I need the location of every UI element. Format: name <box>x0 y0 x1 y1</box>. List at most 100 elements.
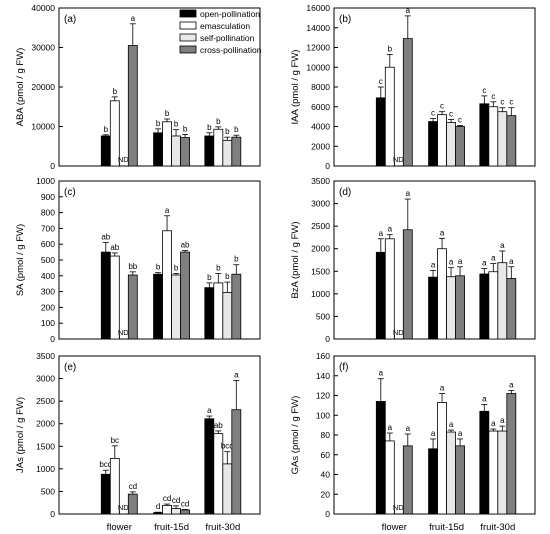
legend-label: cross-pollination <box>200 45 262 55</box>
y-tick-label: 140 <box>316 371 330 381</box>
y-tick-label: 3000 <box>311 199 330 209</box>
significance-letter: cd <box>172 496 180 505</box>
y-tick-label: 1000 <box>311 289 330 299</box>
bar <box>428 448 438 515</box>
significance-letter: a <box>379 369 384 378</box>
x-category-label: fruit-15d <box>154 522 189 533</box>
significance-letter: bcd <box>221 442 234 451</box>
y-tick-label: 120 <box>316 391 330 401</box>
significance-letter: ab <box>181 241 190 250</box>
y-tick-label: 20000 <box>31 82 55 92</box>
bar <box>162 121 172 167</box>
bar <box>506 115 517 167</box>
bar <box>402 38 413 167</box>
bar <box>488 106 499 167</box>
significance-letter: a <box>131 14 136 23</box>
significance-letter: a <box>491 254 496 263</box>
bar <box>497 262 508 340</box>
bar <box>213 282 224 340</box>
y-tick-label: 40000 <box>31 3 55 13</box>
legend-label: open-pollination <box>200 9 260 19</box>
significance-letter: a <box>406 189 411 198</box>
significance-letter: b <box>388 44 393 53</box>
bar <box>402 445 413 515</box>
y-tick-label: 700 <box>41 223 55 233</box>
significance-letter: b <box>216 117 221 126</box>
significance-letter: a <box>482 259 487 268</box>
y-tick-label: 2000 <box>311 244 330 254</box>
y-axis-label: BzA (pmol / g FW) <box>290 221 301 298</box>
bar <box>222 139 233 167</box>
significance-letter: a <box>388 423 393 432</box>
significance-letter: c <box>482 86 486 95</box>
significance-letter: a <box>458 429 463 438</box>
legend-swatch <box>179 21 197 30</box>
bar <box>446 276 456 340</box>
significance-letter: a <box>500 416 505 425</box>
y-tick-label: 1500 <box>311 266 330 276</box>
bar <box>488 430 499 515</box>
y-tick-label: 60 <box>321 450 331 460</box>
y-tick-label: 1500 <box>36 441 55 451</box>
x-category-label: flower <box>382 522 407 533</box>
bar <box>479 410 490 515</box>
panel-label: (d) <box>339 187 351 198</box>
significance-letter: a <box>500 241 505 250</box>
panel-label: (c) <box>64 187 76 198</box>
significance-letter: a <box>406 424 411 433</box>
not-detected-label: ND <box>118 503 129 512</box>
y-tick-label: 8000 <box>311 82 330 92</box>
y-tick-label: 600 <box>41 239 55 249</box>
bar <box>100 251 111 340</box>
bar <box>375 97 386 167</box>
y-tick-label: 200 <box>41 302 55 312</box>
y-tick-label: 10000 <box>31 122 55 132</box>
bar <box>231 136 242 167</box>
bar <box>488 271 499 340</box>
significance-letter: a <box>431 260 436 269</box>
y-tick-label: 0 <box>325 334 330 344</box>
y-axis-label: IAA (pmol / g FW) <box>290 50 301 125</box>
legend-label: emasculation <box>200 21 250 31</box>
chart-panel-4: 0 500 1000 1500 2000 2500 3000 3500 BzA (pmol / … <box>290 176 536 344</box>
bar <box>375 401 386 515</box>
bar <box>171 508 181 515</box>
y-tick-label: 0 <box>325 509 330 519</box>
bar <box>153 512 163 515</box>
significance-letter: b <box>216 263 221 272</box>
x-category-label: fruit-15d <box>429 522 464 533</box>
bar <box>162 230 172 340</box>
bar <box>222 463 233 515</box>
y-tick-label: 0 <box>50 334 55 344</box>
significance-letter: bc <box>111 436 119 445</box>
y-tick-label: 100 <box>316 410 330 420</box>
significance-letter: bcd <box>99 460 112 469</box>
significance-letter: b <box>174 263 179 272</box>
significance-letter: a <box>509 381 514 390</box>
bar <box>497 111 508 167</box>
significance-letter: a <box>440 384 445 393</box>
panel-label: (a) <box>64 14 76 25</box>
y-tick-label: 6000 <box>311 102 330 112</box>
bar <box>446 431 456 515</box>
bar <box>402 229 413 340</box>
y-tick-label: 1000 <box>36 464 55 474</box>
y-tick-label: 0 <box>325 161 330 171</box>
significance-letter: c <box>491 92 495 101</box>
y-tick-label: 2500 <box>311 221 330 231</box>
significance-letter: a <box>207 406 212 415</box>
significance-letter: cd <box>129 482 137 491</box>
y-axis-label: ABA (pmol / g FW) <box>15 48 26 127</box>
y-tick-label: 12000 <box>306 43 330 53</box>
y-axis-label: GAs (pmol / g FW) <box>290 396 301 475</box>
bar <box>127 45 138 167</box>
y-tick-label: 900 <box>41 192 55 202</box>
panel-label: (b) <box>339 14 351 25</box>
bar <box>180 137 190 167</box>
bar <box>109 255 120 340</box>
bar <box>100 473 111 515</box>
y-tick-label: 800 <box>41 208 55 218</box>
significance-letter: ab <box>110 243 119 252</box>
y-axis-label: JAs (pmol / g FW) <box>15 397 26 473</box>
legend-swatch <box>179 45 197 54</box>
